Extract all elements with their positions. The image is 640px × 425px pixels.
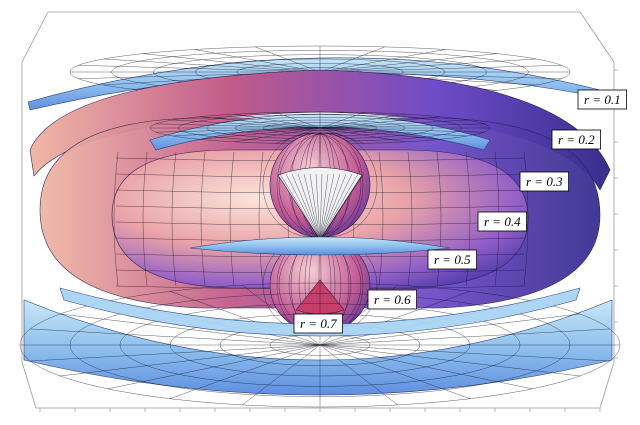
axis-ticks: [39, 69, 618, 412]
series-label: r = 0.5: [427, 249, 477, 270]
series-label: r = 0.1: [577, 89, 627, 110]
lower-dish: [59, 287, 581, 337]
surface-r-0.7-cone-upper: [277, 167, 363, 241]
series-label-text: r = 0.4: [484, 214, 521, 229]
series-label-text: r = 0.2: [558, 132, 595, 147]
series-label-box: [551, 129, 601, 150]
series-label-box: [519, 171, 569, 192]
series-label: r = 0.2: [551, 129, 601, 150]
series-label-text: r = 0.5: [434, 252, 471, 267]
cone-mesh: [279, 173, 365, 241]
waist-disc: [189, 236, 451, 256]
series-label-text: r = 0.7: [300, 316, 337, 331]
series-label: r = 0.3: [519, 171, 569, 192]
series-label: r = 0.6: [367, 289, 417, 310]
series-label-box: [293, 313, 343, 334]
surfaces-group: [19, 45, 621, 408]
dish-upper-mesh: [149, 111, 491, 145]
series-label-text: r = 0.6: [374, 292, 411, 307]
series-label-box: [477, 211, 527, 232]
series-label-text: r = 0.3: [526, 174, 563, 189]
series-label-box: [427, 249, 477, 270]
series-label-text: r = 0.1: [584, 92, 621, 107]
series-label-box: [367, 289, 417, 310]
surface-r-0.5: [149, 113, 491, 151]
series-label-box: [577, 89, 627, 110]
plot-box: [21, 11, 615, 409]
series-label: r = 0.4: [477, 211, 527, 232]
series-labels: r = 0.1 r = 0.2 r = 0.3 r = 0.4 r = 0.5 r = 0…: [293, 89, 627, 334]
series-label: r = 0.7: [293, 313, 343, 334]
